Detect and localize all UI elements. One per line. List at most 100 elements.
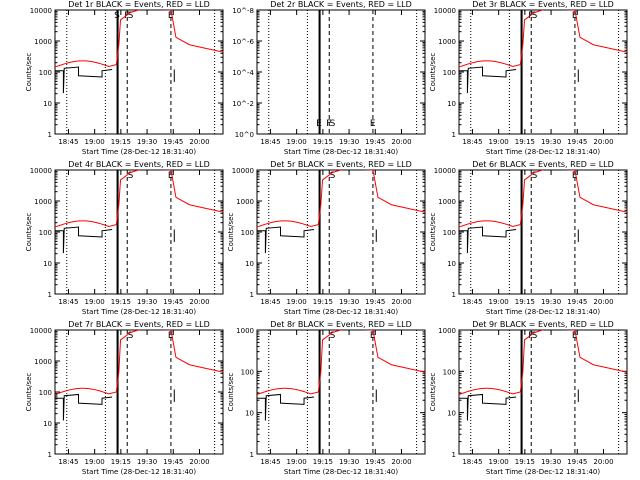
plot-frame xyxy=(458,9,628,135)
x-tick-label: 19:00 xyxy=(489,138,509,146)
y-axis-label: Counts/sec xyxy=(429,373,437,412)
marker-label: S xyxy=(330,331,336,341)
y-axis-label: Counts/sec xyxy=(227,213,235,252)
x-axis-label: Start Time (28-Dec-12 18:31:40) xyxy=(284,308,398,316)
y-tick-label: 1000 xyxy=(438,38,456,46)
red-lld-series xyxy=(55,330,223,395)
plot-frame xyxy=(54,169,224,295)
x-tick-label: 20:00 xyxy=(391,298,411,306)
black-events-series xyxy=(257,393,315,421)
x-axis-label: Start Time (28-Dec-12 18:31:40) xyxy=(284,148,398,156)
marker-label: S xyxy=(114,11,120,21)
chart-title: Det 3r BLACK = Events, RED = LLD xyxy=(472,0,614,9)
x-tick-label: 19:45 xyxy=(163,298,183,306)
marker-label: E xyxy=(168,11,174,21)
y-tick-label: 1000 xyxy=(236,327,254,335)
marker-label: S xyxy=(532,171,538,181)
y-tick-label: 10 xyxy=(447,410,456,418)
y-tick-label: 1 xyxy=(452,451,456,459)
x-tick-label: 19:45 xyxy=(365,298,385,306)
y-tick-label: 1000 xyxy=(34,38,52,46)
red-lld-series xyxy=(55,170,223,228)
x-tick-label: 19:30 xyxy=(339,298,359,306)
plot-frame xyxy=(256,169,426,295)
x-tick-label: 19:45 xyxy=(567,458,587,466)
x-tick-label: 19:15 xyxy=(515,458,535,466)
y-tick-label: 100 xyxy=(39,389,52,397)
x-axis-label: Start Time (28-Dec-12 18:31:40) xyxy=(284,468,398,476)
chart-panel: Det 3r BLACK = Events, RED = LLD 1 10 100 10… xyxy=(429,0,628,156)
y-tick-label: 100 xyxy=(443,229,456,237)
marker-label: E xyxy=(572,11,578,21)
y-tick-label: 10^-2 xyxy=(232,100,254,108)
x-tick-label: 18:45 xyxy=(58,138,78,146)
x-tick-label: 18:45 xyxy=(260,458,280,466)
y-axis-label: Counts/sec xyxy=(25,213,33,252)
red-lld-series xyxy=(257,330,425,395)
marker-label: E xyxy=(370,119,376,129)
plot-frame xyxy=(54,9,224,135)
x-tick-label: 18:45 xyxy=(58,458,78,466)
x-tick-label: 19:15 xyxy=(515,298,535,306)
x-axis-label: Start Time (28-Dec-12 18:31:40) xyxy=(82,468,196,476)
x-tick-label: 19:00 xyxy=(85,298,105,306)
x-tick-label: 18:45 xyxy=(260,298,280,306)
chart-panel: Det 8r BLACK = Events, RED = LLD 1 10 100 10… xyxy=(227,320,426,476)
y-tick-label: 10 xyxy=(447,100,456,108)
y-tick-label: 10 xyxy=(447,260,456,268)
y-tick-label: 1 xyxy=(250,291,254,299)
y-tick-label: 100 xyxy=(443,368,456,376)
chart-panel: Det 5r BLACK = Events, RED = LLD 1 10 100 10… xyxy=(227,160,426,316)
chart-title: Det 9r BLACK = Events, RED = LLD xyxy=(472,320,614,329)
x-tick-label: 20:00 xyxy=(593,298,613,306)
x-tick-label: 19:30 xyxy=(137,138,157,146)
x-tick-label: 18:45 xyxy=(462,138,482,146)
marker-label: E xyxy=(168,331,174,341)
x-tick-label: 19:00 xyxy=(85,458,105,466)
y-tick-label: 10000 xyxy=(30,327,52,335)
x-axis-label: Start Time (28-Dec-12 18:31:40) xyxy=(82,308,196,316)
x-tick-label: 19:30 xyxy=(541,138,561,146)
y-tick-label: 1 xyxy=(48,131,52,139)
marker-label: S xyxy=(128,11,134,21)
x-tick-label: 19:00 xyxy=(489,458,509,466)
y-tick-label: 10 xyxy=(43,100,52,108)
chart-title: Det 4r BLACK = Events, RED = LLD xyxy=(68,160,210,169)
black-events-series xyxy=(459,226,517,254)
chart-panel: Det 9r BLACK = Events, RED = LLD 1 10 100 10… xyxy=(429,320,628,476)
chart-title: Det 6r BLACK = Events, RED = LLD xyxy=(472,160,614,169)
y-tick-label: 1 xyxy=(48,291,52,299)
y-axis-label: Counts/sec xyxy=(227,373,235,412)
x-tick-label: 20:00 xyxy=(391,138,411,146)
x-tick-label: 19:15 xyxy=(313,298,333,306)
x-axis-label: Start Time (28-Dec-12 18:31:40) xyxy=(486,148,600,156)
y-tick-label: 100 xyxy=(241,229,254,237)
y-tick-label: 100 xyxy=(39,69,52,77)
marker-label: F xyxy=(124,11,129,21)
y-tick-label: 10^-8 xyxy=(232,7,254,15)
x-tick-label: 18:45 xyxy=(462,298,482,306)
x-tick-label: 19:45 xyxy=(567,298,587,306)
marker-label: S xyxy=(532,11,538,21)
marker-label: F xyxy=(326,119,331,129)
marker-label: F xyxy=(528,11,533,21)
marker-label: S xyxy=(330,171,336,181)
y-tick-label: 1 xyxy=(452,131,456,139)
y-tick-label: 10 xyxy=(245,260,254,268)
red-lld-series xyxy=(459,330,627,395)
x-tick-label: 19:45 xyxy=(365,458,385,466)
red-lld-series xyxy=(257,170,425,228)
marker-label: S xyxy=(128,171,134,181)
chart-title: Det 8r BLACK = Events, RED = LLD xyxy=(270,320,412,329)
x-tick-label: 19:00 xyxy=(489,298,509,306)
x-tick-label: 19:15 xyxy=(515,138,535,146)
x-tick-label: 19:15 xyxy=(111,458,131,466)
y-axis-label: Counts/sec xyxy=(429,53,437,92)
chart-panel: Det 7r BLACK = Events, RED = LLD 1 10 100 10… xyxy=(25,320,224,476)
marker-label: S xyxy=(128,331,134,341)
y-tick-label: 10 xyxy=(245,410,254,418)
y-tick-label: 1 xyxy=(250,451,254,459)
chart-panel: Det 1r BLACK = Events, RED = LLD 1 10 100 10… xyxy=(25,0,224,156)
y-tick-label: 10000 xyxy=(30,7,52,15)
